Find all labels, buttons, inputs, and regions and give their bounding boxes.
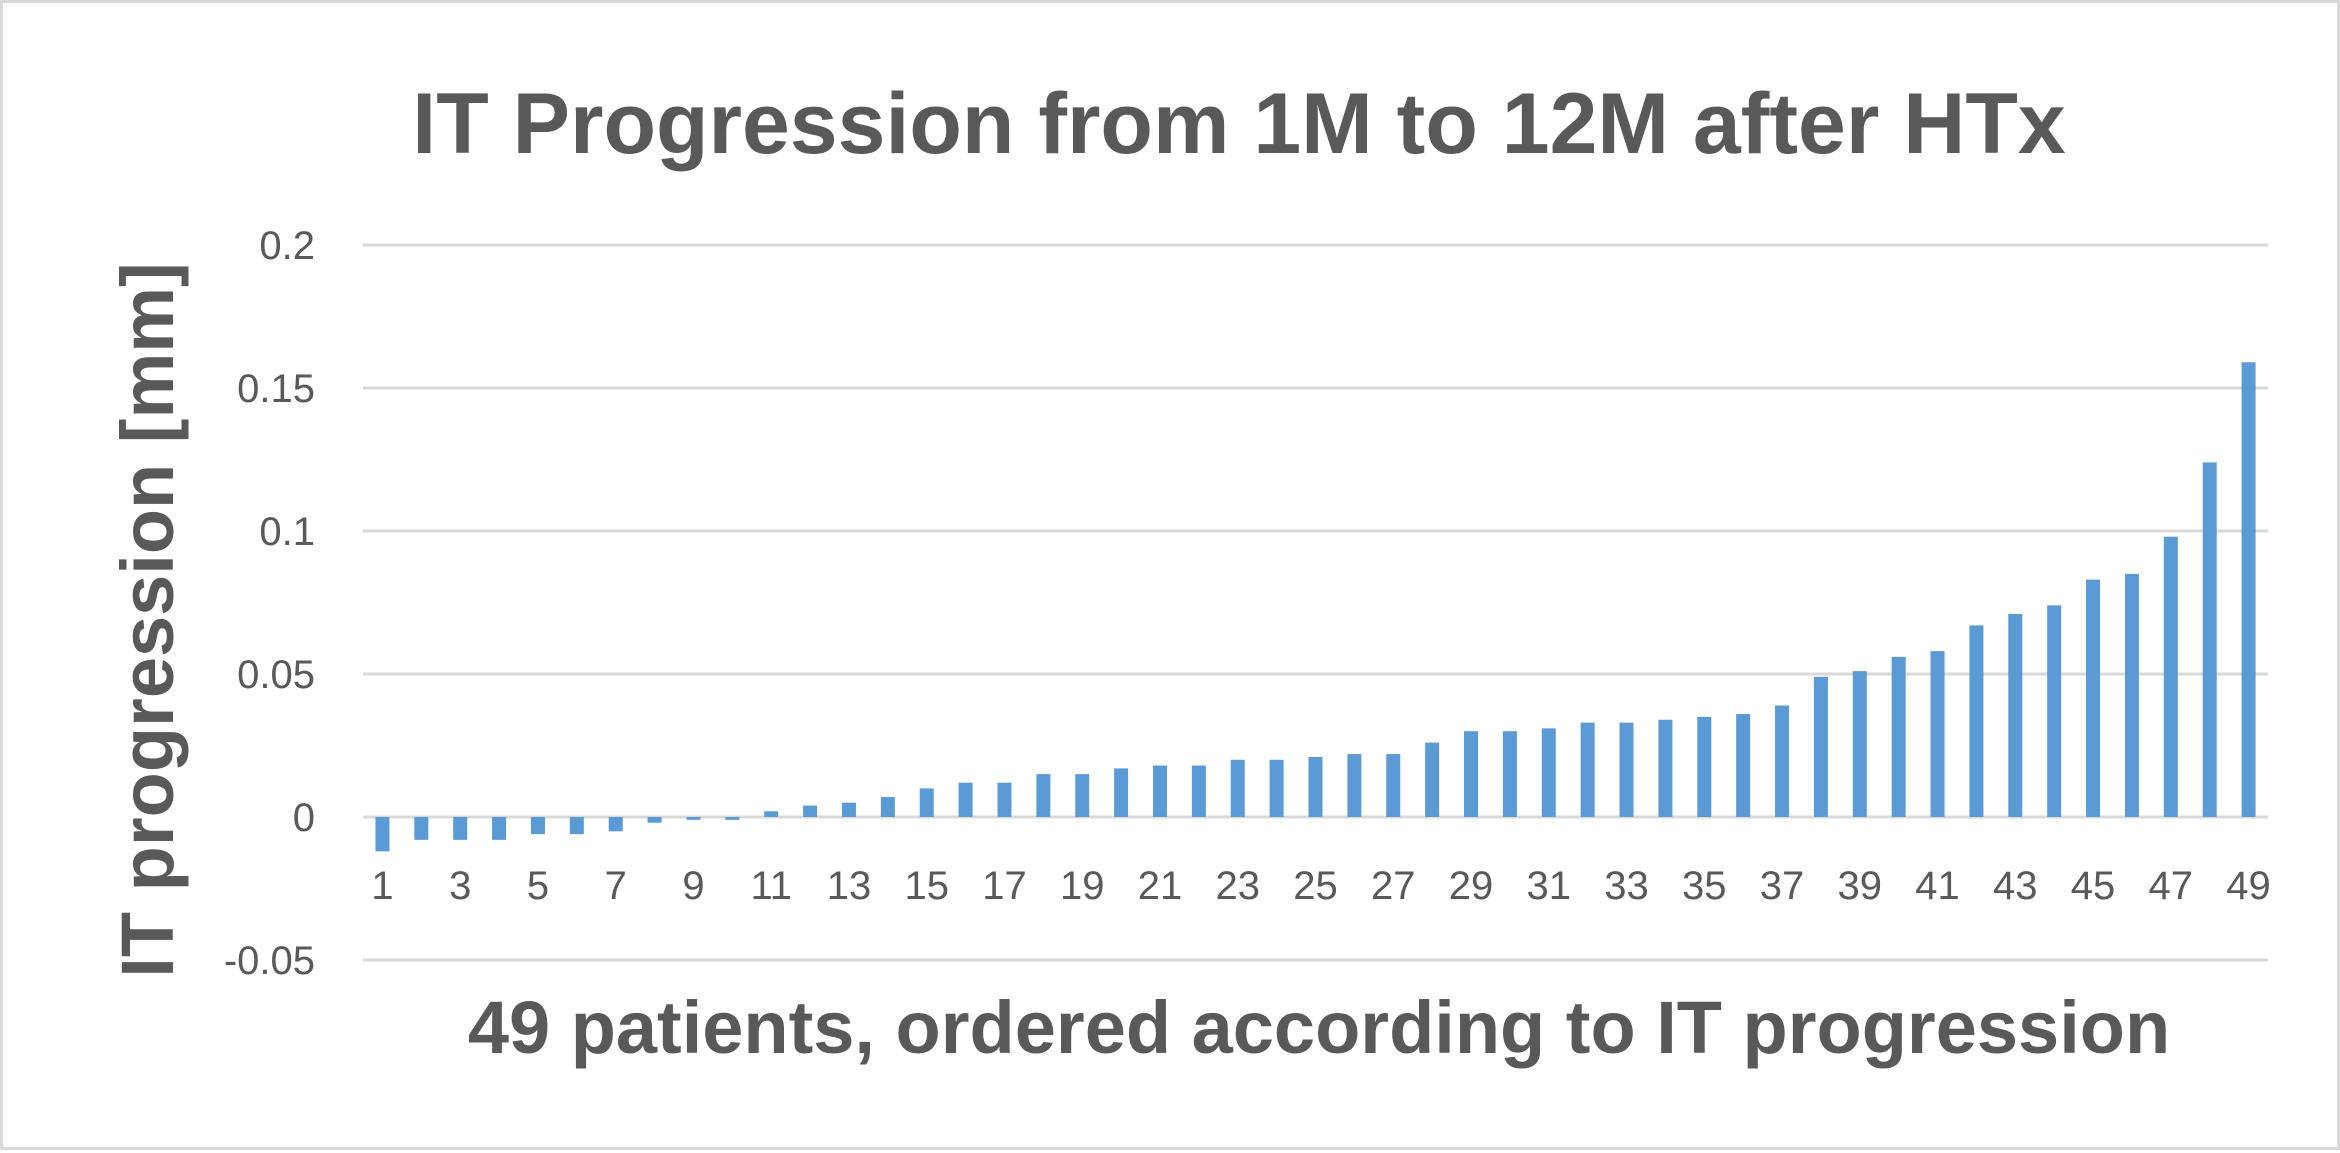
x-tick-label: 41	[1915, 864, 1960, 908]
bar	[1464, 731, 1479, 817]
bar	[1813, 676, 1828, 817]
y-axis-ticks: 0.2 0.15 0.1 0.05 0 -0.05	[224, 224, 315, 983]
bar	[880, 796, 895, 817]
bar	[997, 782, 1012, 817]
bar	[647, 817, 662, 823]
bar	[2008, 613, 2023, 817]
bar	[1969, 625, 1984, 817]
x-tick-label: 29	[1449, 864, 1494, 908]
bar	[764, 811, 779, 817]
bar	[725, 817, 740, 820]
x-tick-label: 45	[2071, 864, 2116, 908]
bar	[2241, 362, 2256, 817]
y-tick-label: 0.05	[237, 653, 315, 697]
bar	[841, 802, 856, 817]
bar	[375, 817, 390, 852]
bar	[453, 817, 468, 840]
x-tick-label: 37	[1760, 864, 1805, 908]
gridlines	[363, 243, 2268, 962]
bar	[1425, 742, 1440, 817]
x-tick-label: 27	[1371, 864, 1416, 908]
x-tick-label: 5	[527, 864, 549, 908]
bar	[919, 788, 934, 817]
bar	[414, 817, 429, 840]
bar	[1347, 754, 1362, 817]
bar	[2202, 462, 2217, 817]
x-tick-label: 15	[904, 864, 949, 908]
bar	[1541, 728, 1556, 817]
x-tick-label: 35	[1682, 864, 1727, 908]
x-tick-label: 13	[827, 864, 872, 908]
bar	[1891, 656, 1906, 817]
bar	[958, 782, 973, 817]
y-tick-label: 0.1	[259, 510, 315, 554]
x-tick-label: 1	[371, 864, 393, 908]
x-tick-label: 49	[2226, 864, 2271, 908]
bar	[1736, 714, 1751, 817]
bar	[530, 817, 545, 835]
bar	[2047, 605, 2062, 817]
bar	[1580, 722, 1595, 817]
x-tick-label: 31	[1527, 864, 1572, 908]
bar	[1075, 774, 1090, 817]
bar	[1191, 765, 1206, 817]
x-tick-label: 47	[2149, 864, 2194, 908]
bar	[2163, 536, 2178, 817]
bar	[1308, 756, 1323, 817]
bar	[1114, 768, 1129, 817]
bar	[1775, 705, 1790, 817]
y-tick-label: 0.2	[259, 224, 315, 268]
x-tick-label: 19	[1060, 864, 1105, 908]
y-axis-label: IT progression [mm]	[106, 262, 189, 977]
bar	[2086, 579, 2101, 817]
bar	[569, 817, 584, 835]
bar	[1269, 759, 1284, 817]
bar-chart: IT Progression from 1M to 12M after HTx …	[106, 76, 2271, 1069]
bar	[1152, 765, 1167, 817]
bar	[1852, 671, 1867, 817]
y-tick-label: 0	[293, 796, 315, 840]
x-axis-ticks: 1 3 5 7 9 11 13 15 17 19 21 23 25 27 29 31 33 35 37 39 41 43 4…	[371, 864, 2270, 908]
x-tick-label: 23	[1215, 864, 1260, 908]
x-tick-label: 11	[750, 864, 792, 908]
x-tick-label: 43	[1993, 864, 2038, 908]
bar	[1502, 731, 1517, 817]
bar	[1036, 774, 1051, 817]
x-tick-label: 25	[1293, 864, 1338, 908]
y-tick-label: -0.05	[224, 939, 315, 983]
chart-title: IT Progression from 1M to 12M after HTx	[412, 76, 2066, 172]
y-tick-label: 0.15	[237, 367, 315, 411]
bar	[492, 817, 507, 840]
bar	[1619, 722, 1634, 817]
x-axis-label: 49 patients, ordered according to IT pro…	[468, 986, 2170, 1069]
bar	[686, 817, 701, 820]
x-tick-label: 9	[682, 864, 704, 908]
x-tick-label: 3	[449, 864, 471, 908]
bar	[1386, 754, 1401, 817]
bar	[1658, 719, 1673, 817]
x-tick-label: 39	[1838, 864, 1883, 908]
bar	[1930, 651, 1945, 817]
x-tick-label: 17	[982, 864, 1027, 908]
bar	[1697, 716, 1712, 817]
x-tick-label: 33	[1604, 864, 1649, 908]
bar	[608, 817, 623, 832]
bar	[1230, 759, 1245, 817]
x-tick-label: 7	[605, 864, 627, 908]
bar	[803, 805, 818, 817]
bar	[2124, 573, 2139, 817]
x-tick-label: 21	[1138, 864, 1183, 908]
bars	[375, 362, 2256, 852]
